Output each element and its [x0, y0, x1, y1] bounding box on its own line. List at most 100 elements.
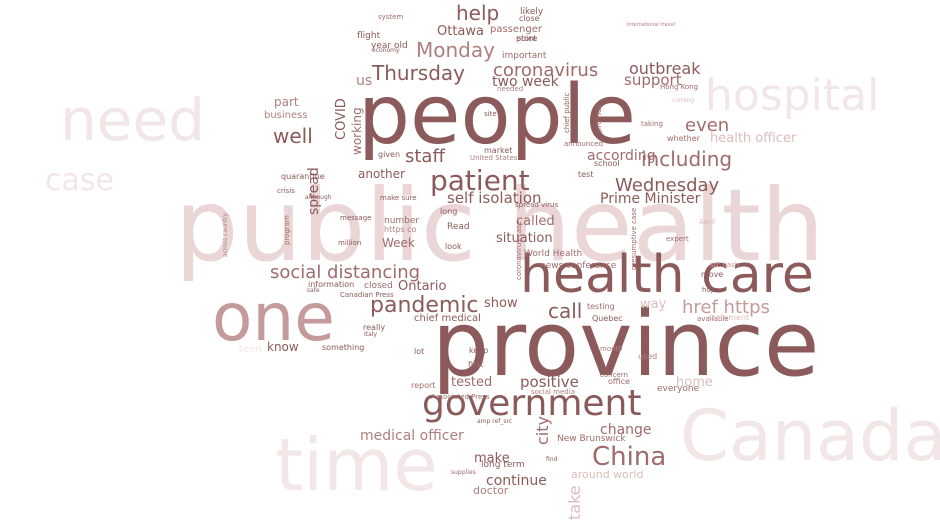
word-given: given	[378, 150, 400, 159]
word-new-brunswick: New Brunswick	[557, 434, 626, 444]
word-href-https: href https	[682, 297, 770, 318]
word-province: province	[432, 292, 819, 397]
word-case: case	[45, 163, 114, 198]
word-taking: taking	[641, 120, 663, 128]
word-src-hash: src hash	[710, 261, 739, 269]
word-another: another	[358, 167, 405, 181]
word-safe: safe	[307, 287, 320, 294]
word-make-sure: make sure	[380, 194, 417, 202]
word-hope: hope	[702, 286, 719, 294]
word-test: test	[578, 170, 593, 179]
word-find: find	[546, 456, 558, 463]
word-around-world: around world	[571, 468, 643, 481]
word-part: part	[274, 95, 299, 109]
word-concern: concern	[600, 371, 628, 379]
word-make: make	[474, 451, 510, 466]
word-school: school	[594, 159, 620, 168]
word-pandemic: pandemic	[370, 293, 479, 318]
word-know: know	[267, 340, 299, 354]
word-tested: tested	[451, 375, 492, 390]
word-close: close	[519, 14, 540, 23]
word-closed: closed	[364, 281, 393, 291]
word-passenger: passenger	[490, 24, 543, 35]
word-really: really	[363, 323, 385, 332]
word-united-states: United States	[470, 154, 518, 162]
word-month: month	[600, 345, 623, 353]
word-testing: testing	[587, 302, 615, 311]
word-ontario: Ontario	[398, 279, 446, 294]
word-city: city	[533, 416, 552, 445]
word-self-isolation: self isolation	[447, 189, 542, 207]
word-take: take	[565, 485, 584, 520]
word-staff: staff	[405, 146, 445, 167]
word-spread: spread	[306, 167, 322, 215]
word-called: called	[516, 214, 555, 229]
word-market: market	[484, 146, 512, 155]
word-according: according	[587, 148, 656, 164]
word-used: used	[638, 352, 657, 361]
word-first: first	[468, 360, 484, 369]
word-week: Week	[382, 236, 415, 250]
word-hong-kong: Hong Kong	[660, 83, 698, 91]
word-store: store	[517, 34, 537, 43]
word-quarantine: quarantine	[281, 172, 325, 181]
word-long: long	[440, 207, 457, 216]
word-statement: statement	[708, 313, 749, 322]
word-seen: seen	[238, 344, 262, 355]
word-two-week: two week	[492, 74, 560, 90]
word-world-health: World Health	[524, 249, 582, 259]
word-available: available	[697, 315, 729, 323]
word-patient: patient	[430, 164, 530, 197]
word-home: home	[676, 375, 713, 390]
word-https-co: https co	[384, 225, 417, 234]
word-move: move	[701, 270, 723, 279]
word-long-term: long term	[481, 460, 525, 470]
word-needed: needed	[497, 85, 523, 93]
word-important: important	[502, 51, 547, 61]
word-italy: Italy	[364, 331, 377, 338]
word-hospital: hospital	[705, 70, 879, 121]
word-show: show	[484, 296, 518, 311]
word-chief-public: chief public	[563, 93, 571, 133]
word-read: Read	[447, 222, 470, 232]
word-chief-medical: chief medical	[414, 313, 481, 324]
word-outbreak: outbreak	[629, 59, 701, 78]
word-positive: positive	[520, 373, 579, 391]
word-program: program	[283, 215, 291, 245]
word-well: well	[273, 124, 313, 148]
word-system: system	[378, 13, 403, 21]
word-support: support	[624, 71, 682, 89]
word-one: one	[212, 279, 335, 356]
word-public-health: public health	[175, 167, 824, 284]
word-economy: economy	[372, 47, 400, 54]
word-us: us	[356, 73, 372, 89]
word-including: including	[641, 147, 732, 171]
word-keep: keep	[469, 346, 488, 355]
word-associated-press: Associated Press	[431, 393, 490, 401]
word-coronavirus: coronavirus	[493, 60, 598, 81]
word-canada: Canada	[680, 395, 940, 477]
word-whether: whether	[667, 134, 701, 143]
word-supplies: supplies	[451, 469, 476, 476]
word-flight: flight	[357, 31, 381, 41]
word-expert: expert	[666, 235, 689, 243]
word-provide: provide	[594, 103, 603, 133]
word-point: point	[516, 34, 536, 43]
word-even: even	[685, 115, 729, 136]
word-site: site	[484, 110, 497, 118]
word-report: report	[411, 381, 435, 390]
word-ottawa: Ottawa	[437, 24, 484, 39]
word-coming: coming	[672, 97, 694, 104]
word-business: business	[264, 110, 308, 121]
word-continue: continue	[486, 473, 547, 489]
word-something: something	[322, 343, 364, 352]
word-quebec: Quebec	[592, 314, 623, 323]
word-announced: announced	[564, 140, 603, 148]
word-china: China	[592, 442, 666, 472]
word-likely: likely	[520, 7, 544, 17]
word-health-officer: health officer	[710, 131, 797, 146]
word-spread-virus: spread virus	[515, 201, 558, 209]
word-presumptive-case: presumptive case	[630, 208, 638, 270]
word-monday: Monday	[416, 38, 495, 62]
